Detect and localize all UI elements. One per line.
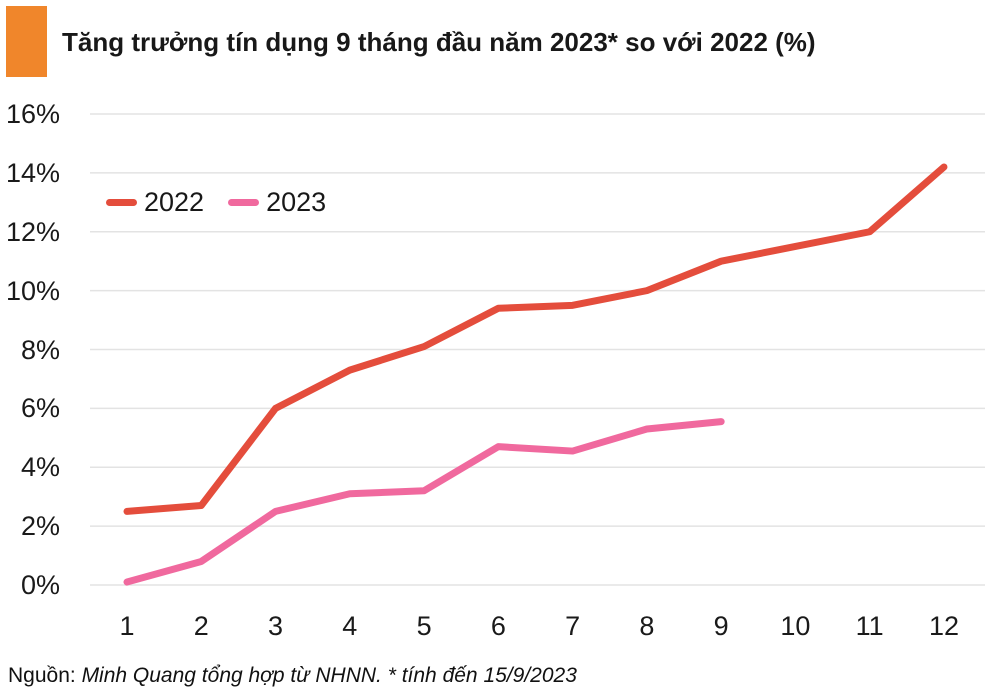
source-text: Minh Quang tổng hợp từ NHNN. * tính đến …: [81, 664, 577, 687]
x-axis-tick-label: 2: [193, 611, 209, 641]
x-axis-tick-label: 3: [268, 611, 284, 641]
source-prefix: Nguồn:: [8, 664, 76, 687]
accent-square: [6, 6, 47, 77]
y-axis-tick-label: 6%: [20, 393, 60, 424]
y-axis-tick-label: 2%: [20, 511, 60, 542]
chart-title: Tăng trưởng tín dụng 9 tháng đầu năm 202…: [62, 27, 816, 57]
x-axis-tick-label: 7: [565, 611, 581, 641]
legend-label-2023: 2023: [266, 187, 327, 217]
x-axis-tick-label: 11: [855, 611, 884, 641]
x-axis-tick-label: 5: [416, 611, 432, 641]
y-axis-tick-label: 0%: [20, 570, 60, 600]
series-line-2023: [123, 418, 725, 586]
legend-item-2022: 2022: [106, 186, 204, 218]
y-axis-tick-label: 4%: [20, 452, 60, 483]
y-axis-tick-label: 10%: [5, 275, 60, 306]
y-axis-tick-label: 12%: [5, 216, 60, 247]
legend-swatch-2022: [106, 198, 137, 206]
x-axis-tick-label: 10: [780, 611, 811, 641]
x-axis-tick-label: 12: [928, 611, 959, 641]
series-line-2022: [123, 163, 948, 515]
y-axis-tick-label: 14%: [5, 157, 60, 188]
x-axis-tick-label: 1: [119, 611, 135, 641]
x-axis-tick-label: 9: [713, 611, 729, 641]
source-note: Nguồn: Minh Quang tổng hợp từ NHNN. * tí…: [8, 664, 577, 688]
y-axis-tick-label: 16%: [5, 99, 60, 129]
y-axis-tick-label: 8%: [20, 334, 60, 365]
legend: 2022 2023: [106, 186, 326, 218]
legend-swatch-2023: [228, 198, 260, 206]
legend-label-2022: 2022: [144, 187, 205, 217]
x-axis-tick-label: 6: [490, 611, 506, 641]
x-axis-tick-label: 4: [342, 611, 358, 641]
legend-item-2023: 2023: [228, 186, 326, 218]
x-axis-tick-label: 8: [639, 611, 655, 641]
